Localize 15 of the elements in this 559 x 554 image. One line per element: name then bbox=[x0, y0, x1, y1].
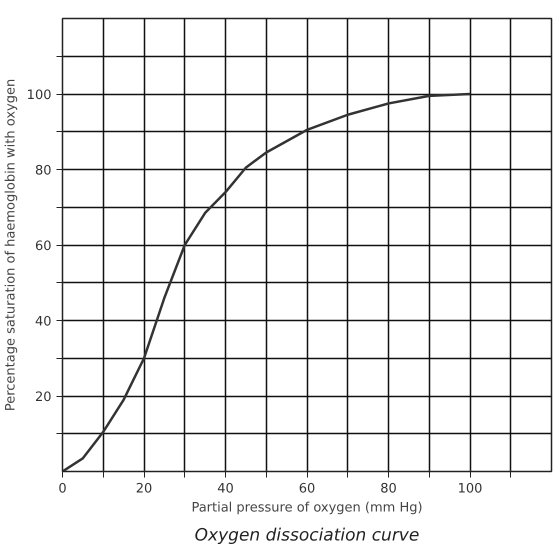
x-tick-label: 40 bbox=[217, 482, 234, 496]
y-tick-label: 20 bbox=[34, 390, 52, 405]
y-tick-label: 80 bbox=[34, 164, 52, 178]
x-tick-label: 60 bbox=[298, 482, 316, 496]
y-tick-label: 40 bbox=[34, 314, 52, 330]
y-tick-label: 60 bbox=[34, 239, 52, 254]
x-tick-label: 20 bbox=[136, 482, 152, 496]
text: Oxygen dissociation curve bbox=[194, 526, 420, 546]
y-tick-label: 100 bbox=[26, 88, 52, 103]
y-axis-title: Percentage saturation of haemoglobin with oxygen bbox=[4, 78, 19, 412]
x-axis-title: Partial pressure of oxygen (mm Hg) bbox=[191, 500, 423, 516]
x-tick-label: 100 bbox=[458, 482, 482, 496]
x-tick-label: 0 bbox=[58, 482, 67, 496]
x-tick-label: 80 bbox=[380, 482, 397, 496]
line-series bbox=[62, 92, 472, 472]
